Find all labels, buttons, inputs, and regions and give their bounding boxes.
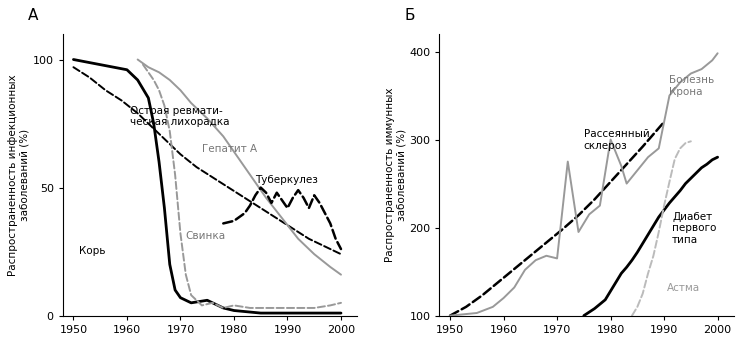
Text: Свинка: Свинка <box>186 231 226 241</box>
Text: Астма: Астма <box>667 283 700 293</box>
Text: Гепатит А: Гепатит А <box>202 144 257 154</box>
Text: Туберкулез: Туберкулез <box>255 175 318 185</box>
Text: Корь: Корь <box>79 247 105 257</box>
Text: Болезнь
Крона: Болезнь Крона <box>669 75 715 97</box>
Y-axis label: Распространенность иммунных
заболеваний (%): Распространенность иммунных заболеваний … <box>385 87 407 262</box>
Y-axis label: Распространенность инфекционных
заболеваний (%): Распространенность инфекционных заболева… <box>8 74 30 275</box>
Text: Б: Б <box>404 8 415 23</box>
Text: А: А <box>27 8 38 23</box>
Text: Диабет
первого
типа: Диабет первого типа <box>672 212 717 245</box>
Text: Острая ревмати-
ческая лихорадка: Острая ревмати- ческая лихорадка <box>130 106 229 127</box>
Text: Рассеянный
склероз: Рассеянный склероз <box>584 129 649 151</box>
